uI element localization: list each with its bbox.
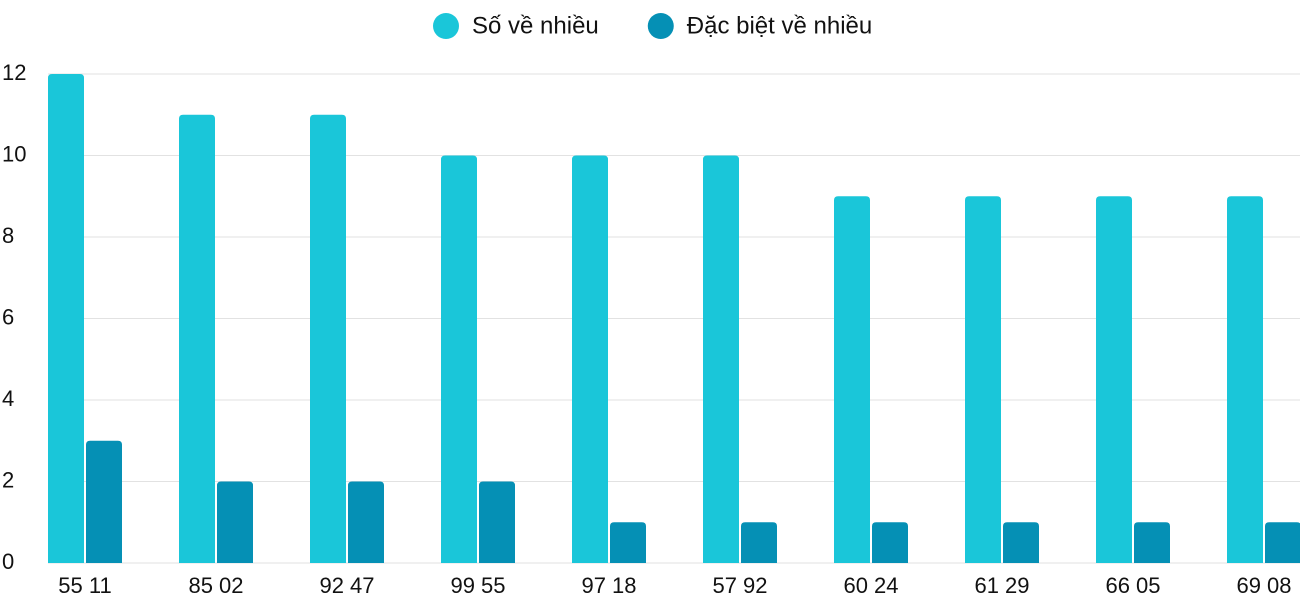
bar [86,440,122,563]
bar [610,522,646,563]
y-tick-label: 8 [2,223,14,248]
x-tick-label: 57 92 [712,573,767,598]
bar [1134,522,1170,563]
bar [741,522,777,563]
bar [572,155,608,563]
y-tick-label: 12 [2,60,26,85]
y-tick-label: 10 [2,141,26,166]
x-tick-label: 61 29 [974,573,1029,598]
x-tick-label: 85 02 [188,573,243,598]
bar [179,114,215,563]
bar [703,155,739,563]
legend-label: Số về nhiều [472,12,599,39]
x-tick-label: 60 24 [843,573,898,598]
y-tick-label: 6 [2,304,14,329]
y-tick-label: 4 [2,386,14,411]
bar [441,155,477,563]
x-tick-label: 66 05 [1105,573,1160,598]
bar [1096,196,1132,563]
x-tick-label: 92 47 [319,573,374,598]
x-tick-label: 69 08 [1236,573,1291,598]
legend-marker [647,13,674,39]
legend-marker [433,13,459,39]
bar [1227,196,1263,563]
bar [872,522,908,563]
legend-label: Đặc biệt về nhiều [687,12,872,39]
bar [348,481,384,563]
bar [965,196,1001,563]
bar [48,74,84,563]
x-tick-label: 99 55 [450,573,505,598]
y-tick-label: 0 [2,549,14,574]
x-tick-label: 97 18 [581,573,636,598]
bar [310,114,346,563]
bar [217,481,253,563]
x-tick-label: 55 11 [58,573,111,598]
bar [1265,522,1300,563]
bar [1003,522,1039,563]
y-tick-label: 2 [2,467,14,492]
bar [834,196,870,563]
bar [479,481,515,563]
